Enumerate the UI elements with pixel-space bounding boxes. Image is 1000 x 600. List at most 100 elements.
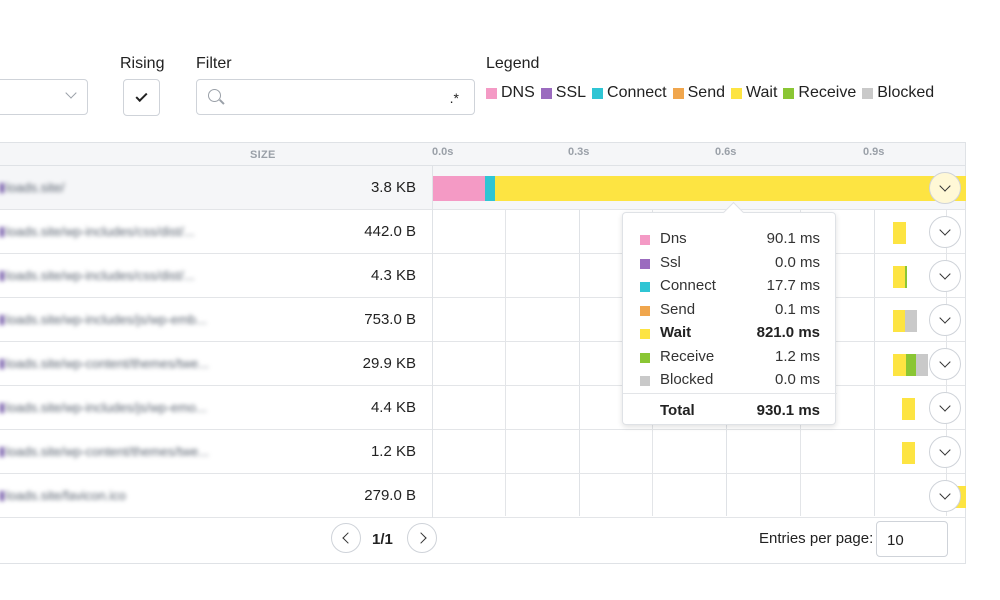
rising-checkbox[interactable] [123,79,160,116]
table-row[interactable]: loads.site/wp-includes/css/dist/... 4.3 K… [0,254,965,298]
timing-bar-dns[interactable] [433,176,485,201]
timing-bar-wait[interactable] [893,354,906,376]
waterfall-cell [432,210,965,254]
legend-label-text: Connect [607,84,667,101]
prev-page-button[interactable] [331,523,361,553]
tooltip-phase-name: Send [660,300,696,318]
sort-select[interactable] [0,79,88,115]
timing-bar-wait[interactable] [893,222,906,244]
table-row[interactable]: loads.site/wp-content/themes/twe... 1.2 K… [0,430,965,474]
timing-bar-wait[interactable] [893,266,905,288]
legend-swatch [540,87,552,99]
legend-label-text: SSL [555,84,587,101]
timing-bar-receive[interactable] [906,354,916,376]
size-column-header: SIZE [250,149,276,161]
waterfall-cell [432,342,965,386]
tooltip-row-wait: Wait 821.0 ms [623,322,837,345]
check-icon [135,89,148,103]
legend-item-dns: DNS [486,84,535,102]
filter-input[interactable] [233,86,463,110]
timing-bar-wait[interactable] [495,176,966,201]
expand-row-button[interactable] [929,216,961,248]
tooltip-phase-value: 821.0 ms [756,324,820,341]
legend-swatch [486,87,497,99]
legend-item-ssl: SSL [540,84,587,102]
request-size: 4.4 KB [370,399,416,416]
request-url[interactable]: loads.site/wp-content/themes/twe... [0,356,250,371]
expand-row-button[interactable] [929,436,961,468]
tooltip-row-receive: Receive 1.2 ms [623,346,837,369]
table-row[interactable]: loads.site/favicon.ico 279.0 B [0,474,966,518]
filter-label: Filter [196,55,232,72]
tooltip-row-connect: Connect 17.7 ms [623,275,837,298]
request-url[interactable]: loads.site/wp-includes/js/wp-emb... [0,312,250,327]
tooltip-phase-name: Blocked [660,371,714,388]
chevron-right-icon [415,532,427,544]
chevron-down-icon [939,268,951,280]
expand-row-button[interactable] [929,260,961,292]
next-page-button[interactable] [407,523,437,553]
legend-item-blocked: Blocked [862,84,934,102]
expand-row-button[interactable] [929,392,961,424]
expand-row-button[interactable] [929,348,961,380]
timing-bar-wait[interactable] [893,310,905,332]
timing-bar-wait[interactable] [902,398,915,420]
legend-label-text: Wait [746,84,778,101]
request-url[interactable]: loads.site/wp-includes/css/dist/... [0,268,250,283]
entries-per-page-input[interactable] [887,529,941,551]
table-row[interactable]: loads.site/wp-includes/js/wp-emb... 753.0… [0,298,965,342]
timing-tooltip: Total 930.1 ms Dns 90.1 ms Ssl 0.0 ms Connec… [622,212,837,425]
table-row[interactable]: loads.site/wp-content/themes/twe... 29.9 … [0,342,965,386]
tooltip-row-send: Send 0.1 ms [623,299,837,322]
waterfall-cell [432,254,965,298]
table-row[interactable]: loads.site/wp-includes/css/dist/... 442.0… [0,210,965,254]
tooltip-phase-name: Connect [660,277,716,294]
timing-bar-wait[interactable] [902,442,915,464]
request-url[interactable]: loads.site/favicon.ico [0,488,250,503]
tooltip-phase-value: 17.7 ms [766,277,820,294]
request-url[interactable]: loads.site/wp-includes/css/dist/... [0,224,250,239]
entries-per-page-field[interactable] [876,521,948,557]
timing-bar-blocked[interactable] [905,310,917,332]
tooltip-swatch [640,376,650,386]
legend-item-receive: Receive [783,84,856,102]
legend-label-text: Receive [798,84,857,101]
table-row[interactable]: loads.site/wp-includes/js/wp-emo... 4.4 K… [0,386,965,430]
legend-label: Legend [486,55,540,72]
chevron-down-icon [65,87,77,99]
time-tick-label: 0.9s [863,146,885,158]
tooltip-swatch [640,282,650,292]
expand-row-button[interactable] [929,172,961,204]
legend-swatch [731,87,742,99]
chevron-down-icon [939,180,951,192]
tooltip-total-value: 930.1 ms [756,402,820,419]
tooltip-swatch [640,352,650,363]
search-icon [208,89,221,102]
request-size: 442.0 B [364,223,416,240]
expand-row-button[interactable] [929,480,961,512]
timing-bar-connect[interactable] [485,176,495,201]
timing-bar-blocked[interactable] [916,354,928,376]
tooltip-swatch [640,329,650,339]
request-size: 1.2 KB [370,443,416,460]
request-url[interactable]: loads.site/wp-includes/js/wp-emo... [0,400,250,415]
chevron-down-icon [939,444,951,456]
table-row[interactable]: loads.site/3.8 KB [0,166,966,210]
timing-bar-receive[interactable] [905,266,907,288]
expand-row-button[interactable] [929,304,961,336]
filter-field[interactable] [196,79,475,115]
request-size: 753.0 B [364,311,416,328]
tooltip-row-blocked: Blocked 0.0 ms [623,369,837,392]
request-url[interactable]: loads.site/ [0,180,250,195]
tooltip-phase-value: 1.2 ms [774,347,820,365]
tooltip-divider [623,393,837,394]
request-size: 279.0 B [364,487,416,504]
request-url[interactable]: loads.site/wp-content/themes/twe... [0,444,250,459]
legend: DNS SSL Connect Send Wait Receive Blocked [486,84,940,102]
legend-label-text: DNS [501,84,535,101]
waterfall-cell [432,474,966,518]
chevron-down-icon [939,224,951,236]
time-tick-label: 0.6s [715,146,737,158]
legend-item-connect: Connect [592,84,667,102]
tooltip-phase-value: 0.0 ms [774,253,820,271]
